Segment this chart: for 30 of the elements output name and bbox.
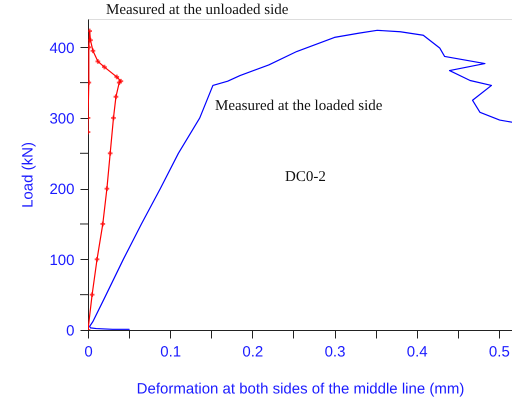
x-tick-label: 0.4 bbox=[406, 344, 428, 360]
annotation: DC0-2 bbox=[285, 169, 326, 185]
point bbox=[90, 48, 96, 54]
y-tick-label: 100 bbox=[49, 252, 74, 269]
point bbox=[111, 116, 116, 120]
x-tick-label: 0.1 bbox=[160, 344, 182, 360]
annotation: Measured at the loaded side bbox=[215, 98, 383, 114]
point bbox=[108, 150, 113, 156]
point bbox=[96, 59, 100, 64]
point bbox=[90, 292, 94, 298]
x-axis-title: Deformation at both sides of the middle line (mm) bbox=[136, 380, 464, 398]
y-axis-title: Load (kN) bbox=[19, 142, 36, 208]
text: Measured at the unloaded side bbox=[106, 2, 289, 18]
point bbox=[104, 186, 110, 191]
y-tick-label: 300 bbox=[49, 110, 74, 128]
x-tick-label: 0 bbox=[84, 344, 93, 360]
y-tick-label: 200 bbox=[49, 181, 74, 198]
point bbox=[114, 74, 120, 80]
point bbox=[88, 38, 93, 43]
point bbox=[94, 256, 100, 262]
y-tick-label: 400 bbox=[49, 40, 74, 57]
point bbox=[114, 94, 118, 100]
point bbox=[100, 222, 106, 226]
x-tick-label: 0.2 bbox=[242, 344, 264, 360]
x-tick-label: 0.5 bbox=[488, 344, 510, 360]
point bbox=[88, 28, 92, 34]
point bbox=[102, 64, 107, 70]
point bbox=[88, 80, 92, 85]
x-tick-label: 0.3 bbox=[324, 344, 346, 360]
y-tick-label: 0 bbox=[66, 322, 74, 340]
